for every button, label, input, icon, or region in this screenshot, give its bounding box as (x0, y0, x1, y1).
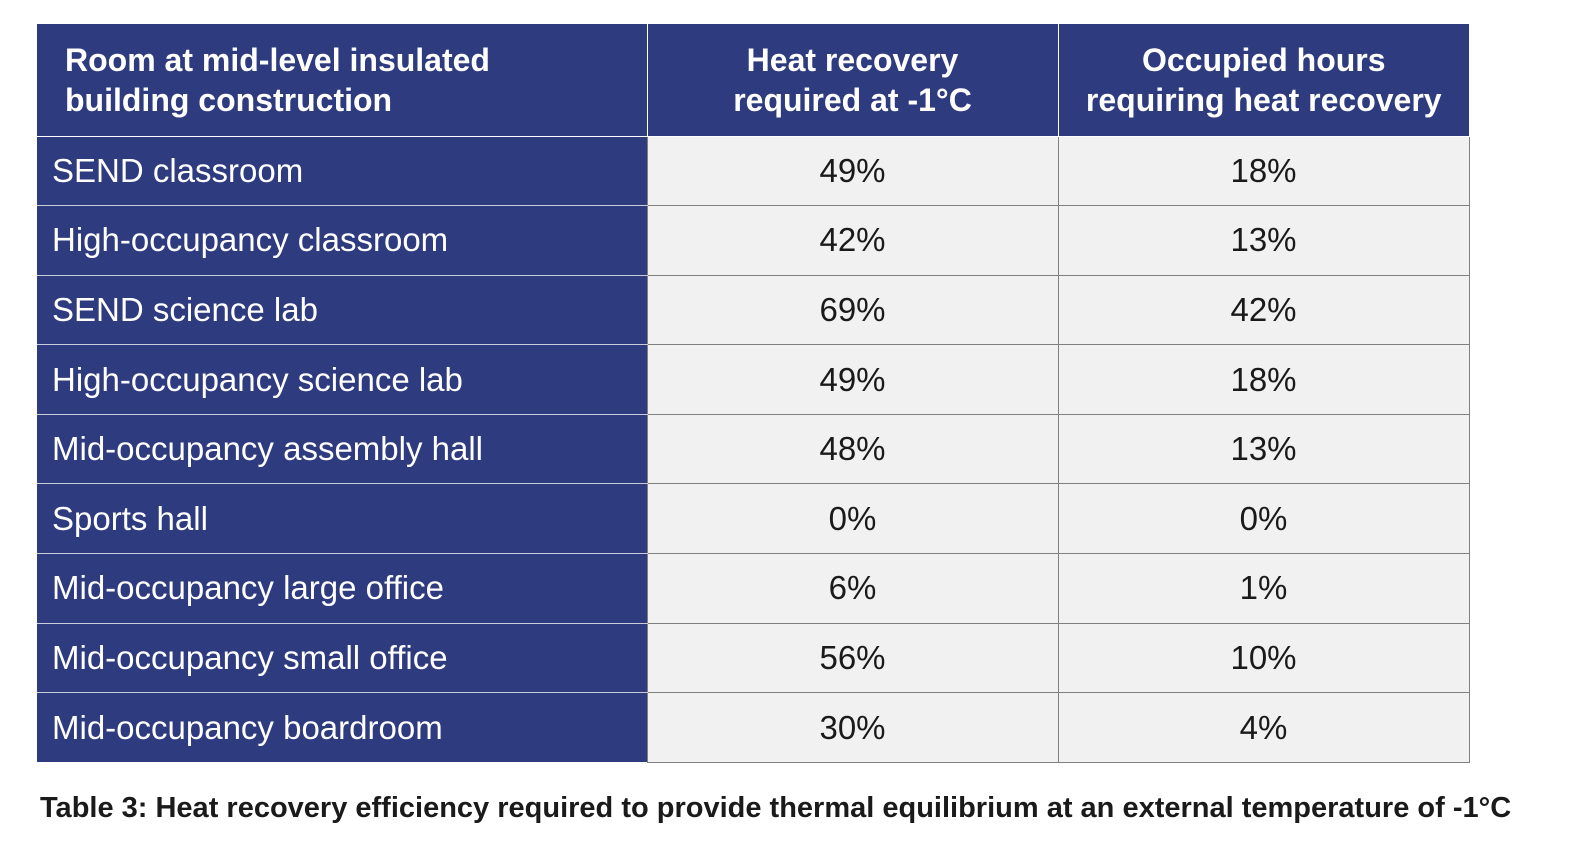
header-hours-line2: requiring heat recovery (1085, 81, 1442, 118)
occupied-hours-cell: 10% (1058, 623, 1470, 694)
room-cell: SEND classroom (37, 136, 647, 207)
occupied-hours-cell: 13% (1058, 414, 1470, 485)
table-row: SEND classroom 49% 18% (37, 136, 1470, 207)
room-cell: High-occupancy science lab (37, 344, 647, 415)
heat-recovery-cell: 30% (646, 692, 1059, 763)
room-cell: Mid-occupancy assembly hall (37, 414, 647, 485)
data-table-container: Room at mid-level insulated building con… (37, 24, 1470, 763)
table-row: High-occupancy science lab 49% 18% (37, 344, 1470, 415)
room-cell: Mid-occupancy boardroom (37, 692, 647, 763)
occupied-hours-cell: 13% (1058, 205, 1470, 276)
occupied-hours-cell: 0% (1058, 483, 1470, 555)
table-caption: Table 3: Heat recovery efficiency requir… (40, 792, 1512, 824)
heat-recovery-cell: 42% (646, 205, 1059, 276)
table-row: SEND science lab 69% 42% (37, 275, 1470, 346)
table-body: SEND classroom 49% 18% High-occupancy cl… (37, 136, 1470, 763)
heat-recovery-cell: 69% (646, 275, 1059, 346)
header-room-line2: building construction (65, 81, 393, 118)
header-heat-line2: required at -1°C (733, 81, 972, 118)
room-cell: Mid-occupancy small office (37, 623, 647, 694)
header-heat-line1: Heat recovery (746, 41, 959, 78)
header-heat-recovery: Heat recovery required at -1°C (647, 24, 1059, 137)
heat-recovery-cell: 49% (646, 344, 1059, 415)
occupied-hours-cell: 18% (1058, 136, 1470, 207)
heat-recovery-cell: 48% (646, 414, 1059, 485)
room-cell: Mid-occupancy large office (37, 553, 647, 624)
header-room-line1: Room at mid-level insulated (65, 41, 490, 78)
header-hours-line1: Occupied hours (1141, 41, 1386, 78)
table-row: Mid-occupancy large office 6% 1% (37, 553, 1470, 624)
header-occupied-hours: Occupied hours requiring heat recovery (1058, 24, 1469, 137)
header-room: Room at mid-level insulated building con… (37, 24, 648, 137)
table-row: Mid-occupancy assembly hall 48% 13% (37, 414, 1470, 485)
room-cell: Sports hall (37, 483, 647, 555)
heat-recovery-cell: 0% (646, 483, 1059, 555)
occupied-hours-cell: 18% (1058, 344, 1470, 415)
table-row: Mid-occupancy small office 56% 10% (37, 623, 1470, 694)
occupied-hours-cell: 1% (1058, 553, 1470, 624)
occupied-hours-cell: 4% (1058, 692, 1470, 763)
occupied-hours-cell: 42% (1058, 275, 1470, 346)
table-header: Room at mid-level insulated building con… (37, 24, 1469, 137)
room-cell: High-occupancy classroom (37, 205, 647, 276)
heat-recovery-cell: 56% (646, 623, 1059, 694)
table-row: Mid-occupancy boardroom 30% 4% (37, 692, 1470, 763)
heat-recovery-table: Room at mid-level insulated building con… (37, 24, 1470, 763)
room-cell: SEND science lab (37, 275, 647, 346)
heat-recovery-cell: 49% (646, 136, 1059, 207)
table-row: Sports hall 0% 0% (37, 483, 1470, 555)
heat-recovery-cell: 6% (646, 553, 1059, 624)
header-row: Room at mid-level insulated building con… (37, 24, 1469, 137)
table-row: High-occupancy classroom 42% 13% (37, 205, 1470, 276)
